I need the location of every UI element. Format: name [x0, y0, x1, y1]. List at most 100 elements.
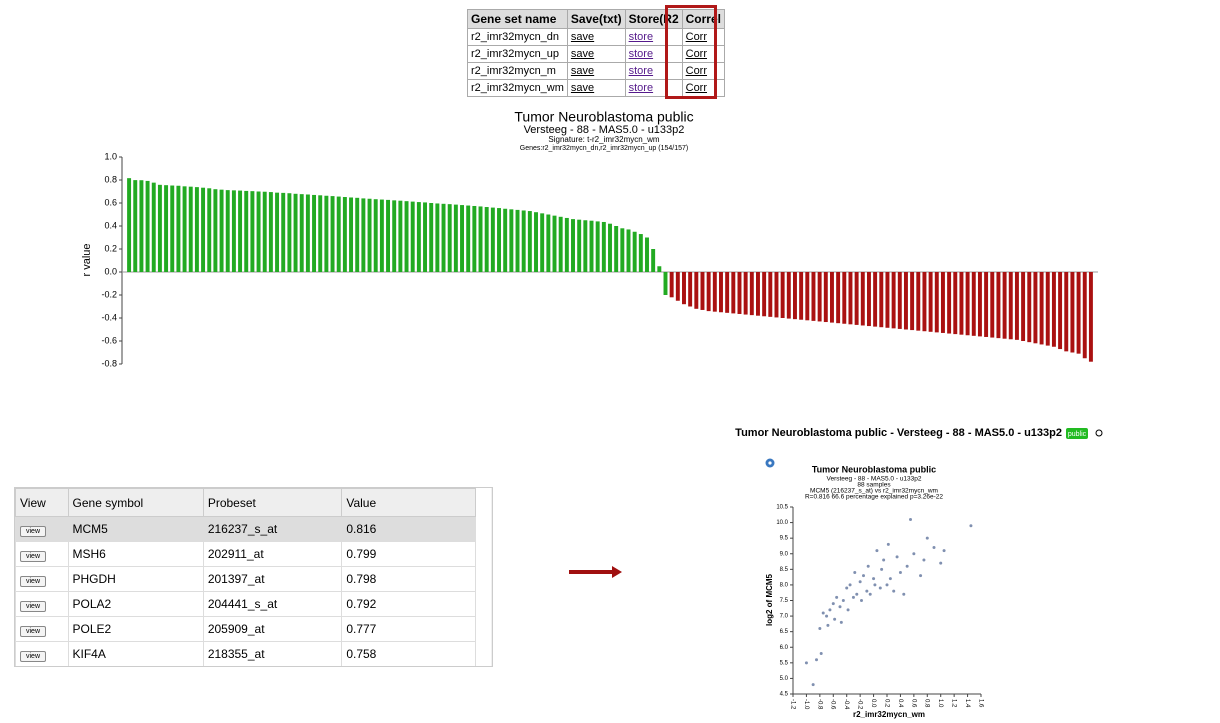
cell: 0.777 [341, 616, 476, 642]
point [826, 623, 830, 627]
x-tick-label: 1.0 [937, 699, 943, 708]
point [818, 627, 822, 631]
bar [435, 203, 440, 272]
x-tick-label: -0.4 [843, 699, 849, 710]
link[interactable]: store [624, 79, 683, 97]
link[interactable]: store [624, 45, 683, 63]
bar [829, 272, 834, 323]
cell: 0.799 [341, 541, 476, 567]
bar [441, 203, 446, 272]
cell: r2_imr32mycn_up [467, 45, 568, 63]
bar [534, 212, 538, 272]
point [969, 524, 973, 528]
bar [503, 208, 508, 272]
y-tick-label: 9.5 [780, 536, 789, 542]
bar [1014, 272, 1019, 340]
bar [694, 272, 699, 309]
header-cell[interactable]: View [15, 488, 69, 517]
view-button[interactable]: view [20, 600, 47, 612]
cell: r2_imr32mycn_m [467, 62, 568, 80]
bar [817, 272, 822, 322]
bar [805, 272, 810, 321]
point [838, 605, 842, 609]
bar [392, 200, 397, 272]
bar [342, 197, 347, 272]
bar [472, 205, 477, 272]
point [851, 595, 855, 599]
scrollbar[interactable] [491, 488, 492, 666]
row[interactable]: view PHGDH 201397_at 0.798 [15, 566, 476, 592]
bar [447, 204, 452, 272]
bar [632, 231, 637, 272]
link[interactable]: save [566, 45, 626, 63]
view-button[interactable]: view [20, 575, 47, 587]
header-cell[interactable]: Value [341, 488, 476, 517]
point [862, 574, 865, 578]
y-tick-label: 9.0 [780, 551, 789, 557]
bar [768, 272, 773, 317]
bar [947, 272, 952, 334]
highlight-box [665, 5, 717, 99]
bar [657, 266, 662, 272]
cell: view [15, 516, 69, 542]
bar [552, 215, 557, 272]
bar [928, 272, 933, 332]
point [882, 558, 886, 562]
gene-set-table: Gene set name Save(txt) Store(R2 Correl r2_i… [467, 9, 725, 97]
bar [1082, 272, 1087, 359]
row[interactable]: view POLA2 204441_s_at 0.792 [15, 591, 476, 617]
view-button[interactable]: view [20, 550, 47, 562]
row[interactable]: view MSH6 202911_at 0.799 [15, 541, 476, 567]
point [831, 602, 835, 606]
bar [571, 219, 575, 272]
header-cell: Gene set name [467, 9, 568, 29]
cell: 205909_at [202, 616, 343, 642]
y-tick-label: 0.6 [104, 197, 117, 207]
bar [774, 272, 779, 318]
bar [706, 272, 711, 312]
row[interactable]: view MCM5 216237_s_at 0.816 [15, 516, 476, 542]
bar [1058, 272, 1063, 350]
bar [651, 249, 656, 272]
point [859, 599, 863, 602]
bar [1039, 272, 1044, 345]
bar [891, 272, 896, 329]
link[interactable]: save [566, 62, 626, 80]
bar [675, 272, 680, 301]
sc-xlabel: r2_imr32mycn_wm [853, 710, 925, 719]
badge-bg [1066, 428, 1088, 439]
cell: POLE2 [67, 616, 204, 642]
link[interactable]: save [566, 79, 626, 97]
row[interactable]: view POLE2 205909_at 0.777 [15, 616, 476, 642]
bar [564, 217, 569, 272]
row[interactable]: view KIF4A 218355_at 0.758 [15, 641, 476, 666]
bar [268, 192, 273, 272]
header-cell[interactable]: Gene symbol [67, 488, 204, 517]
link[interactable]: save [566, 28, 626, 46]
bar [737, 272, 742, 314]
info-icon[interactable] [1095, 429, 1103, 437]
bar [231, 190, 236, 272]
bar [1033, 272, 1038, 344]
point [855, 592, 859, 596]
y-tick-label: 0.2 [104, 243, 117, 253]
view-button[interactable]: view [20, 650, 47, 662]
cell: view [15, 566, 69, 592]
point [815, 658, 818, 662]
bar [201, 187, 206, 272]
bar [940, 272, 945, 333]
bar [256, 191, 261, 272]
point [841, 599, 845, 602]
dataset-label: Tumor Neuroblastoma public - Versteeg - … [735, 427, 1062, 439]
bar [866, 272, 871, 327]
bar [336, 196, 341, 272]
point [873, 583, 877, 587]
bar-subtitle: Versteeg - 88 - MAS5.0 - u133p2 [524, 124, 685, 136]
link[interactable]: store [624, 28, 683, 46]
bar [1051, 272, 1056, 347]
view-button[interactable]: view [20, 625, 47, 637]
header-cell[interactable]: Probeset [202, 488, 343, 517]
point [833, 617, 837, 621]
point [804, 661, 808, 665]
view-button[interactable]: view [20, 525, 47, 537]
